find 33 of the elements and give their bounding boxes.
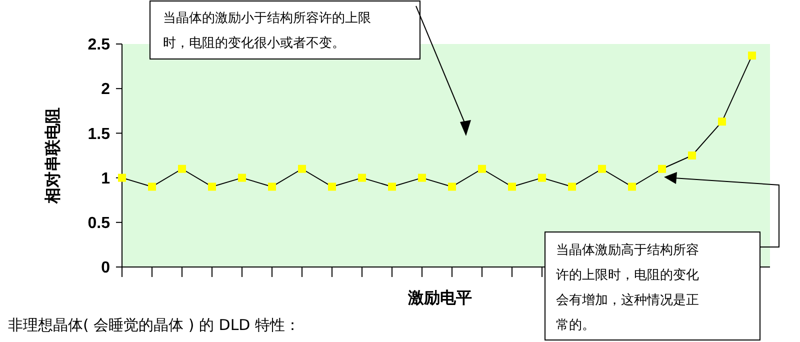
- y-axis-title: 相对串联电阻: [43, 108, 62, 204]
- y-tick-label: 0.5: [88, 215, 110, 232]
- y-tick-label: 1.5: [88, 126, 110, 143]
- point: [568, 182, 576, 191]
- point: [598, 164, 606, 173]
- point: [358, 174, 366, 182]
- point: [688, 152, 696, 160]
- point: [298, 164, 306, 173]
- x-axis-title: 激励电平: [407, 288, 472, 307]
- point: [478, 164, 486, 173]
- point: [508, 182, 516, 191]
- text: 非理想晶体( 会睡觉的晶体 ) 的 DLD 特性：: [8, 316, 300, 334]
- point: [208, 182, 216, 191]
- y-tick-label: 2.5: [88, 36, 110, 54]
- y-tick-label: 2: [101, 81, 110, 98]
- point: [388, 182, 396, 191]
- y-tick-label: 1: [101, 170, 110, 188]
- point: [148, 182, 156, 191]
- point: [328, 182, 336, 191]
- y-tick-label: 0: [101, 260, 110, 277]
- point: [748, 52, 756, 60]
- point: [268, 182, 276, 191]
- point: [628, 182, 636, 191]
- point: [718, 118, 726, 126]
- annotation: 当晶体激励高于结构所容许的上限时，电阻的变化会有增加，这种情况是正常的。: [556, 242, 699, 333]
- point: [178, 164, 186, 173]
- point: [238, 174, 246, 182]
- point: [658, 164, 666, 173]
- annotation: 当晶体的激励小于结构所容许的上限时，电阻的变化很小或者不变。: [163, 10, 371, 51]
- point: [118, 174, 126, 182]
- point: [538, 174, 546, 182]
- point: [448, 182, 456, 191]
- point: [418, 174, 426, 182]
